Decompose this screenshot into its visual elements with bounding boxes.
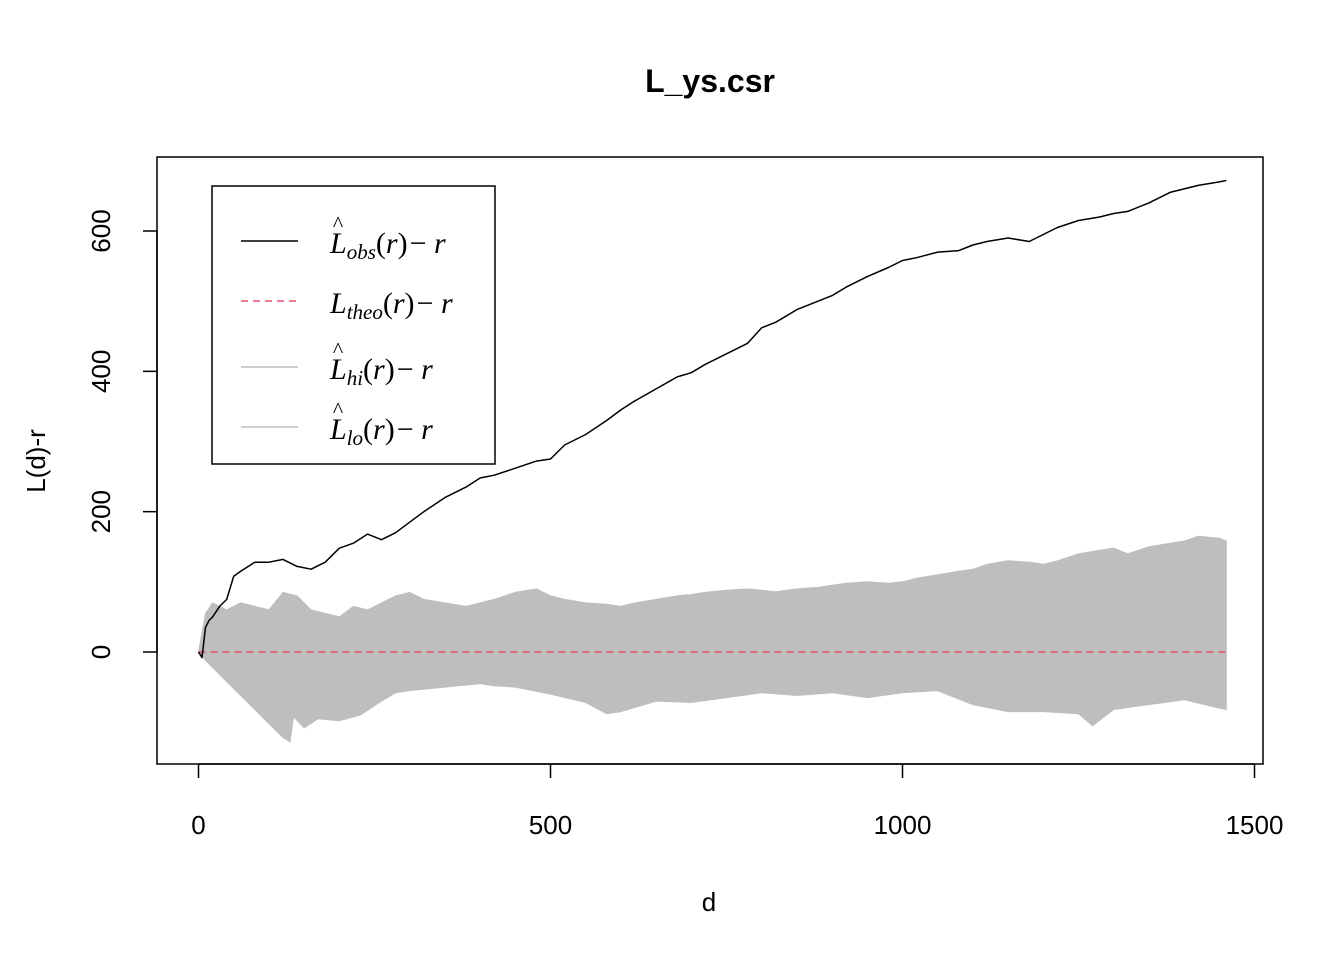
y-tick-label: 400 xyxy=(86,350,116,393)
x-tick-label: 1500 xyxy=(1226,810,1284,840)
legend-entry: Llo(r)− r^ xyxy=(241,397,433,450)
legend-label: Lhi(r)− r xyxy=(329,353,433,390)
legend-hat: ^ xyxy=(333,397,344,422)
obs-line xyxy=(197,179,1227,659)
plot-area xyxy=(156,156,1264,765)
x-tick-label: 1000 xyxy=(874,810,932,840)
chart-title: L_ys.csr xyxy=(645,63,775,99)
legend-hat: ^ xyxy=(333,337,344,362)
y-tick-label: 0 xyxy=(86,645,116,659)
legend-hat: ^ xyxy=(333,211,344,236)
legend-entry: Lobs(r)− r^ xyxy=(241,211,446,264)
legend-entry: Ltheo(r)− r xyxy=(241,287,453,324)
envelope-layer xyxy=(197,535,1227,743)
x-axis: 0 500 1000 1500 xyxy=(191,763,1284,840)
obs-layer xyxy=(197,179,1227,659)
x-axis-label: d xyxy=(702,887,716,917)
legend-label: Ltheo(r)− r xyxy=(329,287,453,324)
x-tick-label: 0 xyxy=(191,810,205,840)
legend-label: Lobs(r)− r xyxy=(329,227,446,264)
legend-label: Llo(r)− r xyxy=(329,413,433,450)
envelope-area xyxy=(197,535,1227,743)
y-tick-label: 600 xyxy=(86,209,116,252)
y-axis: 0 200 400 600 xyxy=(86,209,158,659)
legend-box xyxy=(211,185,496,465)
y-tick-label: 200 xyxy=(86,490,116,533)
legend-entry: Lhi(r)− r^ xyxy=(241,337,433,390)
x-tick-label: 500 xyxy=(529,810,572,840)
y-axis-label: L(d)-r xyxy=(21,429,51,493)
